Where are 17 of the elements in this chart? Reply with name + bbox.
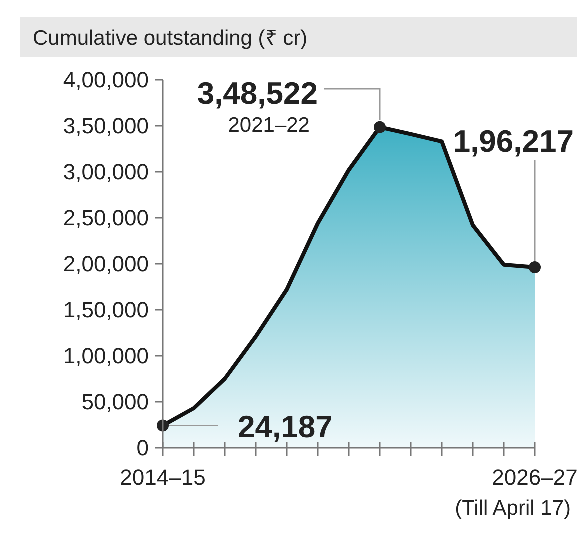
text: (Till April 17) bbox=[455, 497, 571, 520]
chart-title: Cumulative outstanding (₹ cr) bbox=[33, 27, 308, 50]
data-label: 3,48,522 bbox=[197, 76, 318, 111]
data-label: 1,96,217 bbox=[453, 124, 574, 159]
y-tick-label: 1,50,000 bbox=[63, 298, 149, 323]
y-tick-label: 50,000 bbox=[82, 390, 149, 415]
y-tick-label: 3,50,000 bbox=[63, 114, 149, 139]
y-tick-label: 2,50,000 bbox=[63, 206, 149, 231]
y-tick-label: 2,00,000 bbox=[63, 252, 149, 277]
x-tick-label: 2026–27 bbox=[492, 465, 577, 490]
y-tick-label: 0 bbox=[136, 436, 149, 461]
y-tick-label: 1,00,000 bbox=[63, 344, 149, 369]
y-tick-label: 3,00,000 bbox=[63, 160, 149, 185]
x-tick-label: 2014–15 bbox=[120, 465, 206, 490]
data-label: 24,187 bbox=[238, 410, 333, 445]
y-tick-label: 4,00,000 bbox=[63, 68, 149, 93]
annotation: 2021–22 bbox=[228, 114, 310, 137]
